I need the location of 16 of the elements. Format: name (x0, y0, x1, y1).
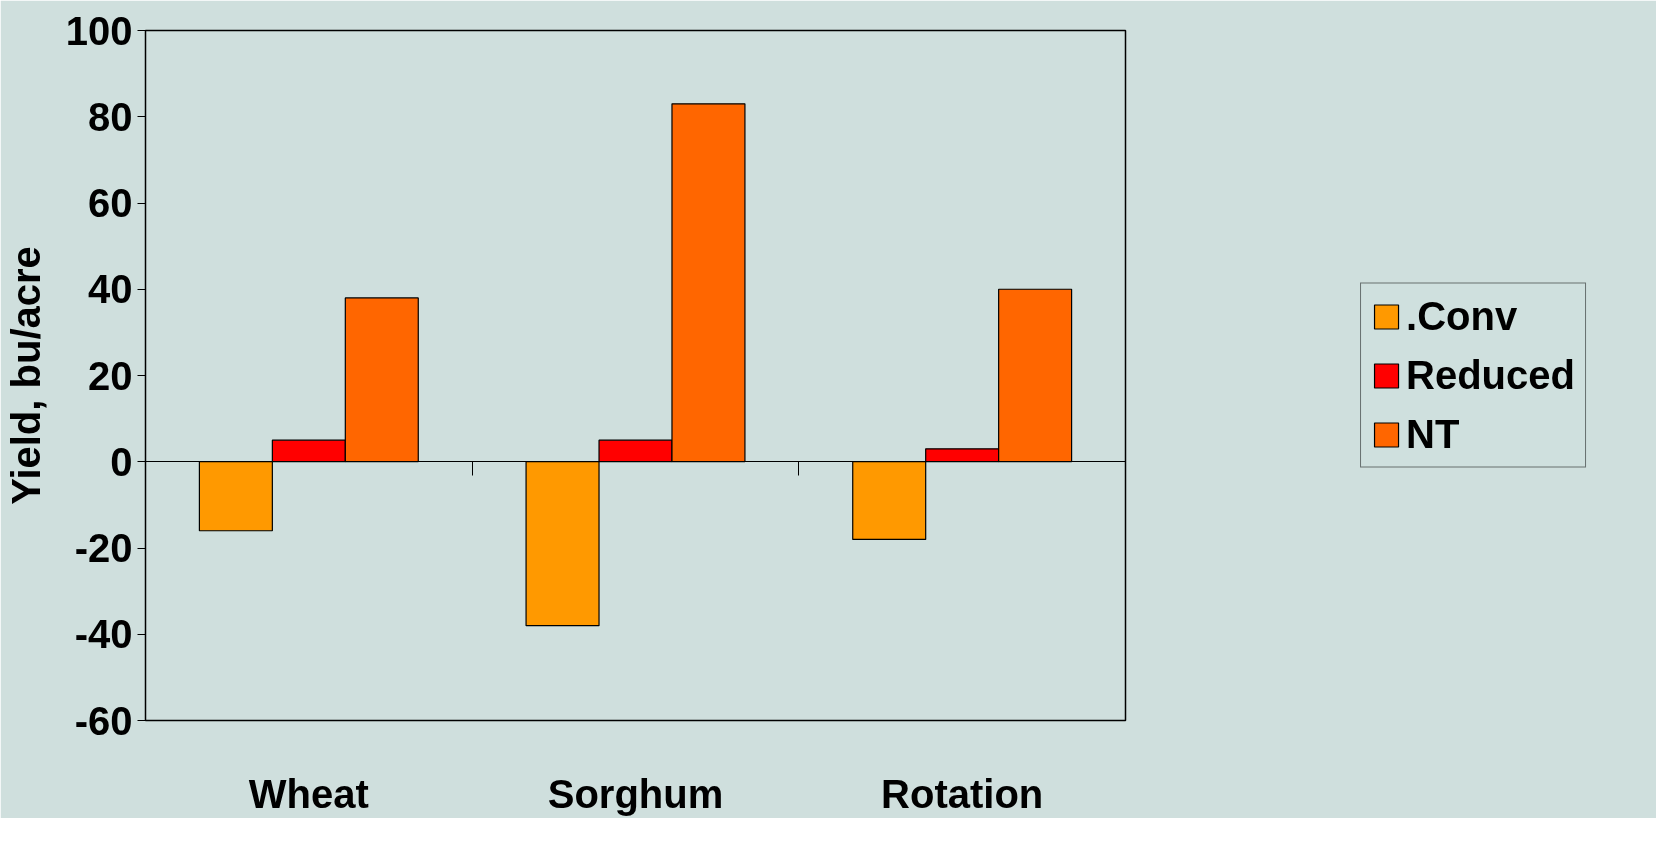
x-tick-label: Sorghum (547, 771, 724, 816)
y-tick-label: -20 (74, 526, 133, 570)
y-tick-label: 60 (88, 181, 133, 225)
legend-label: Reduced (1406, 352, 1575, 398)
y-tick-label: 100 (65, 8, 133, 53)
y-tick-label: 20 (88, 353, 133, 398)
y-tick-label: 80 (88, 94, 133, 139)
y-axis-title: Yield, bu/acre (3, 246, 48, 505)
legend-label: NT (1406, 411, 1460, 457)
y-tick-label: 40 (88, 267, 133, 312)
y-tick-label: -40 (74, 612, 133, 657)
x-tick-label: Rotation (881, 771, 1044, 816)
legend-label: .Conv (1406, 293, 1518, 339)
y-tick-label: 0 (110, 439, 133, 484)
y-tick-label: -60 (74, 698, 133, 743)
x-tick-label: Wheat (248, 771, 369, 816)
